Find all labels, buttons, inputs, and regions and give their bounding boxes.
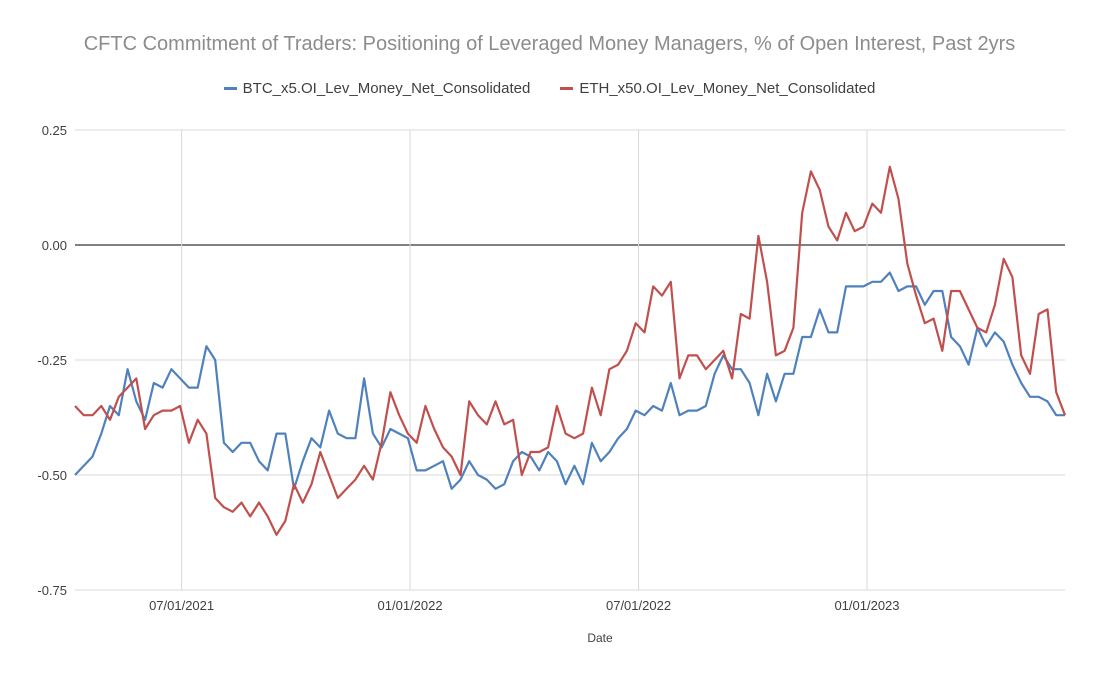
- chart-title: CFTC Commitment of Traders: Positioning …: [83, 33, 1016, 55]
- legend-item-eth: ETH_x50.OI_Lev_Money_Net_Consolidated: [560, 80, 875, 97]
- legend-swatch-eth: [560, 87, 574, 90]
- series-line-eth: [74, 165, 1067, 536]
- legend-label-eth: ETH_x50.OI_Lev_Money_Net_Consolidated: [579, 80, 876, 97]
- x-tick-label: 07/01/2021: [149, 598, 214, 613]
- y-tick-label: 0.25: [42, 123, 67, 138]
- y-tick-label: -0.25: [37, 353, 67, 368]
- x-tick-label: 07/01/2022: [606, 598, 671, 613]
- y-tick-label: 0.00: [42, 238, 67, 253]
- series-line-btc: [74, 271, 1065, 490]
- legend-item-btc: BTC_x5.OI_Lev_Money_Net_Consolidated: [223, 80, 531, 97]
- x-axis-label: Date: [587, 631, 613, 645]
- x-tick-label: 01/01/2022: [378, 598, 443, 613]
- x-tick-label: 01/01/2023: [834, 598, 899, 613]
- legend-label-btc: BTC_x5.OI_Lev_Money_Net_Consolidated: [242, 80, 531, 97]
- y-tick-label: -0.50: [37, 468, 67, 483]
- legend: BTC_x5.OI_Lev_Money_Net_Consolidated ETH…: [0, 80, 1099, 97]
- y-tick-label: -0.75: [37, 583, 67, 598]
- legend-swatch-btc: [223, 87, 237, 90]
